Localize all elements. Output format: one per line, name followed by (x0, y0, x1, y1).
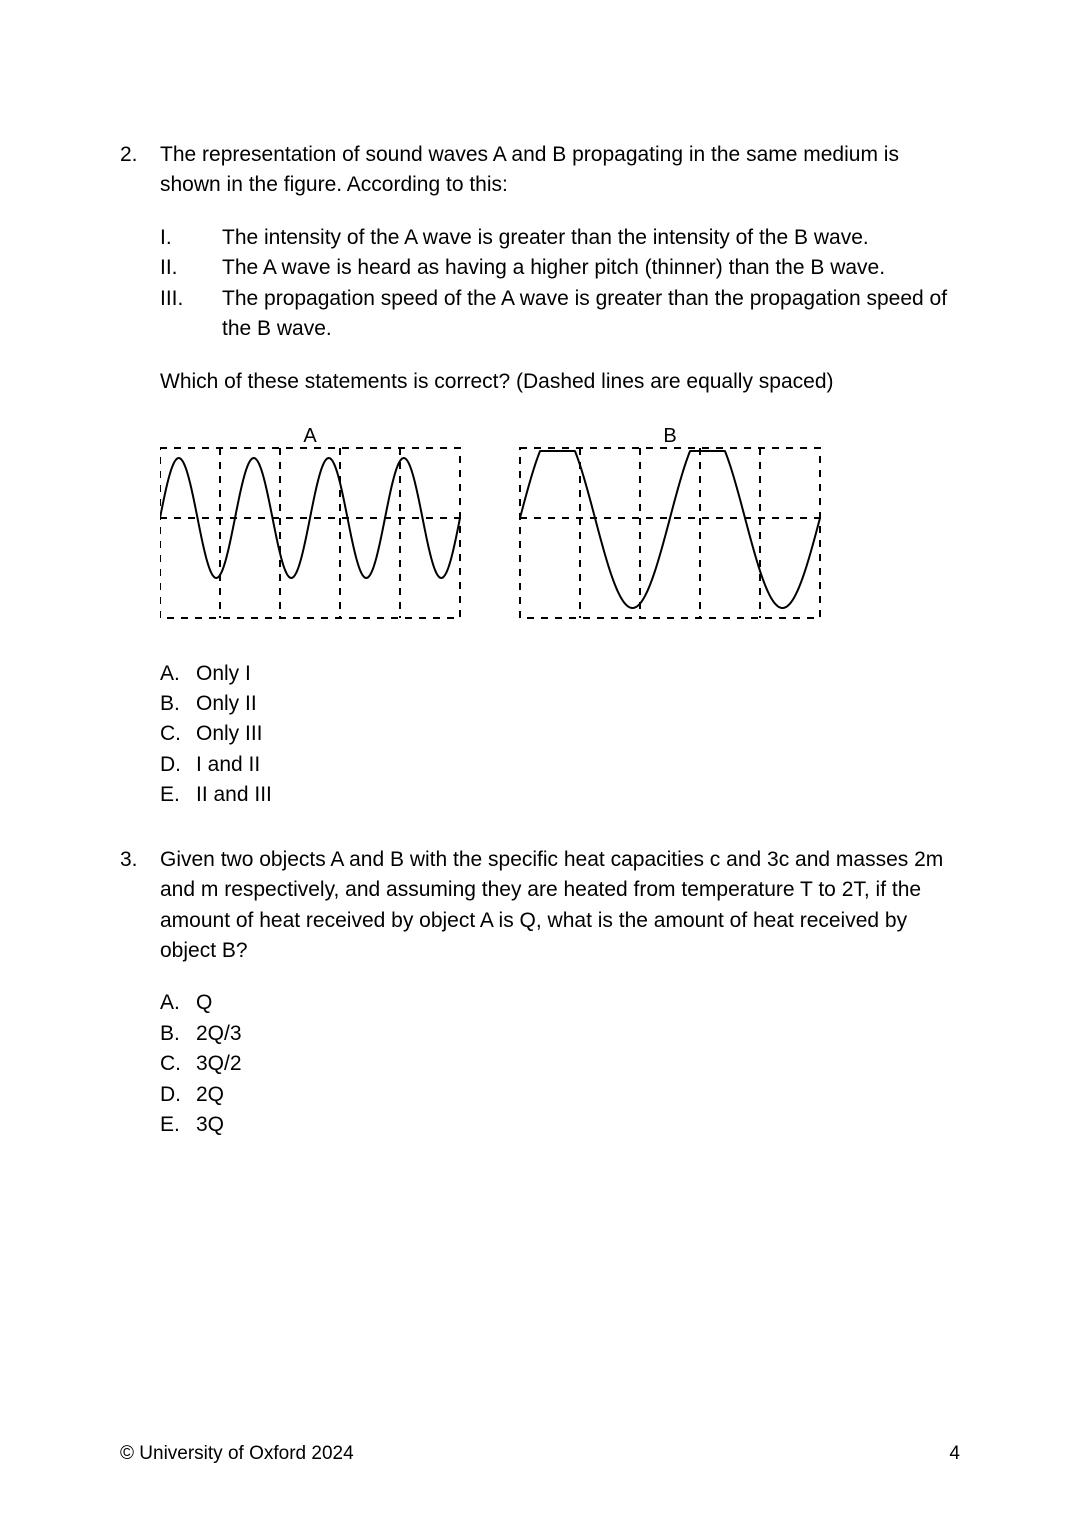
option-letter: B. (160, 1019, 196, 1049)
page-footer: © University of Oxford 2024 4 (120, 1440, 960, 1468)
svg-text:A: A (303, 425, 317, 447)
q3-option-c: C. 3Q/2 (160, 1049, 960, 1079)
q3-body: Given two objects A and B with the speci… (160, 845, 960, 1141)
option-text: I and II (196, 750, 260, 780)
option-text: 3Q/2 (196, 1049, 242, 1079)
roman-text: The intensity of the A wave is greater t… (222, 223, 869, 253)
q2-prompt: Which of these statements is correct? (D… (160, 367, 960, 397)
q3-option-b: B. 2Q/3 (160, 1019, 960, 1049)
option-text: 2Q (196, 1080, 224, 1110)
option-letter: C. (160, 719, 196, 749)
q2-option-d: D. I and II (160, 750, 960, 780)
page: 2. The representation of sound waves A a… (0, 0, 1080, 1528)
option-text: 2Q/3 (196, 1019, 242, 1049)
roman-text: The propagation speed of the A wave is g… (222, 284, 960, 345)
roman-numeral: I. (160, 223, 222, 253)
copyright-text: © University of Oxford 2024 (120, 1440, 354, 1468)
q3-option-a: A. Q (160, 988, 960, 1018)
q3-option-d: D. 2Q (160, 1080, 960, 1110)
question-list: 2. The representation of sound waves A a… (120, 140, 960, 1141)
roman-text: The A wave is heard as having a higher p… (222, 253, 885, 283)
option-letter: B. (160, 689, 196, 719)
option-text: Only I (196, 659, 251, 689)
q2-option-c: C. Only III (160, 719, 960, 749)
q2-option-b: B. Only II (160, 689, 960, 719)
option-text: Only II (196, 689, 257, 719)
option-text: 3Q (196, 1110, 224, 1140)
option-text: Q (196, 988, 212, 1018)
option-letter: A. (160, 659, 196, 689)
option-letter: D. (160, 750, 196, 780)
option-text: II and III (196, 780, 272, 810)
q2-figure: AB (160, 423, 960, 632)
q3-stem: Given two objects A and B with the speci… (160, 845, 960, 967)
option-text: Only III (196, 719, 263, 749)
page-number: 4 (949, 1440, 960, 1468)
roman-numeral: II. (160, 253, 222, 283)
q2-body: The representation of sound waves A and … (160, 140, 960, 811)
q2-roman-1: I. The intensity of the A wave is greate… (160, 223, 960, 253)
q2-number: 2. (120, 140, 160, 811)
q2-roman-list: I. The intensity of the A wave is greate… (160, 223, 960, 345)
q2-roman-2: II. The A wave is heard as having a high… (160, 253, 960, 283)
question-2: 2. The representation of sound waves A a… (120, 140, 960, 811)
svg-text:B: B (663, 425, 676, 447)
q2-option-a: A. Only I (160, 659, 960, 689)
q3-number: 3. (120, 845, 160, 1141)
wave-diagram: AB (160, 423, 840, 623)
option-letter: E. (160, 780, 196, 810)
q2-options: A. Only I B. Only II C. Only III D. I an… (160, 659, 960, 811)
option-letter: C. (160, 1049, 196, 1079)
q3-option-e: E. 3Q (160, 1110, 960, 1140)
option-letter: D. (160, 1080, 196, 1110)
q3-options: A. Q B. 2Q/3 C. 3Q/2 D. 2Q (160, 988, 960, 1140)
q2-stem: The representation of sound waves A and … (160, 140, 960, 201)
option-letter: A. (160, 988, 196, 1018)
option-letter: E. (160, 1110, 196, 1140)
q2-roman-3: III. The propagation speed of the A wave… (160, 284, 960, 345)
question-3: 3. Given two objects A and B with the sp… (120, 845, 960, 1141)
roman-numeral: III. (160, 284, 222, 345)
q2-option-e: E. II and III (160, 780, 960, 810)
